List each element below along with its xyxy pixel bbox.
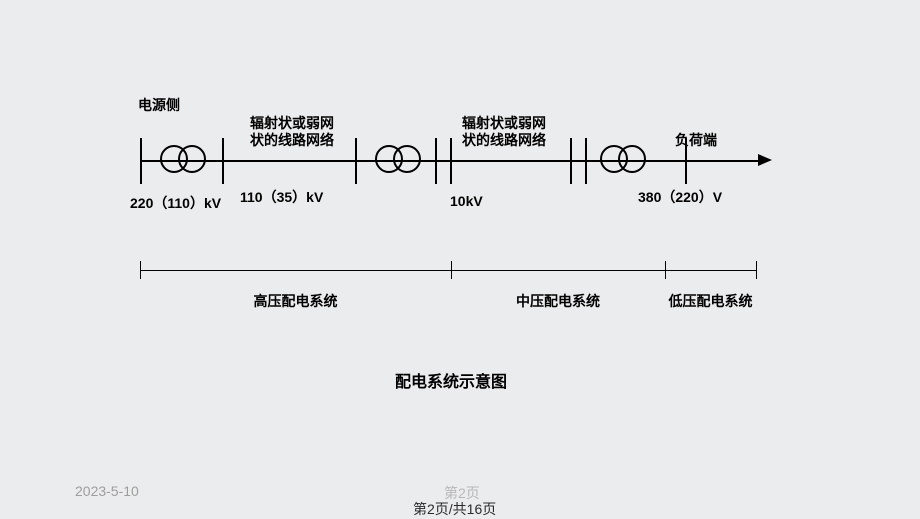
source-label: 电源侧 — [138, 95, 180, 115]
bracket-label: 高压配电系统 — [140, 291, 451, 311]
transformer-icon — [600, 145, 648, 175]
bus-tick — [222, 138, 224, 184]
diagram-caption: 配电系统示意图 — [395, 368, 507, 392]
bus-tick — [355, 138, 357, 184]
bracket-line — [140, 270, 756, 271]
network-label-1-line2: 状的线路网络 — [250, 130, 334, 150]
bracket-region: 高压配电系统中压配电系统低压配电系统 — [140, 260, 760, 320]
bracket-label: 中压配电系统 — [451, 291, 665, 311]
bracket-tick — [665, 261, 666, 279]
bracket-tick — [756, 261, 757, 279]
voltage-4: 380（220）V — [638, 187, 722, 207]
voltage-1: 220（110）kV — [130, 193, 221, 213]
footer-page-dark: 第2页/共16页 — [413, 499, 496, 519]
bus-tick — [585, 138, 587, 184]
bracket-tick — [140, 261, 141, 279]
bus-tick — [450, 138, 452, 184]
bracket-label: 低压配电系统 — [665, 291, 756, 311]
bus-tick — [140, 138, 142, 184]
bracket-tick — [451, 261, 452, 279]
transformer-icon — [375, 145, 423, 175]
bus-tick — [435, 138, 437, 184]
bus-tick — [570, 138, 572, 184]
main-line — [140, 160, 758, 162]
network-label-2-line2: 状的线路网络 — [462, 130, 546, 150]
arrowhead — [758, 154, 772, 166]
voltage-2: 110（35）kV — [240, 187, 323, 207]
voltage-3: 10kV — [450, 193, 483, 209]
transformer-icon — [160, 145, 208, 175]
load-label: 负荷端 — [675, 130, 717, 150]
footer-date: 2023-5-10 — [75, 483, 139, 499]
